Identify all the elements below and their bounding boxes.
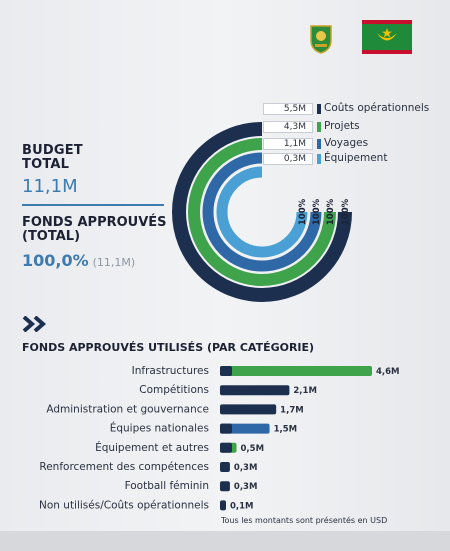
bar-category-label: Renforcement des compétences [39, 461, 209, 473]
bar-category-label: Équipement et autres [95, 441, 209, 454]
donut-ring-percent-label: 100% [298, 198, 308, 225]
bottom-strip [0, 531, 450, 551]
bar-category-label: Équipes nationales [110, 422, 209, 435]
legend-label: Voyages [324, 137, 369, 149]
bar-value-label: 2,1M [293, 386, 317, 396]
bar-category-label: Non utilisés/Coûts opérationnels [39, 499, 209, 511]
bar-value-label: 0,5M [241, 444, 265, 454]
legend-label: Équipement [324, 152, 388, 164]
legend-swatch [317, 139, 321, 149]
bar [220, 423, 270, 434]
mauritania-flag-icon [362, 20, 412, 54]
legend-value: 4,3M [263, 121, 313, 133]
bar [220, 500, 226, 511]
budget-total-title: BUDGET TOTAL [22, 143, 83, 172]
legend-value: 5,5M [263, 103, 313, 115]
budget-total-value: 11,1M [22, 176, 78, 197]
bar-category-label: Football féminin [125, 480, 209, 492]
bar [220, 481, 230, 492]
federation-crest-icon [310, 25, 332, 54]
donut-ring-1 [172, 122, 352, 302]
fonds-approuves-title: FONDS APPROUVÉS (TOTAL) [22, 215, 167, 244]
donut-ring-2 [188, 138, 336, 286]
fonds-approuves-value: 100,0% (11,1M) [22, 251, 136, 270]
bar-value-label: 1,7M [280, 405, 304, 415]
bar-value-label: 0,3M [234, 482, 258, 492]
bar-category-label: Administration et gouvernance [46, 403, 209, 415]
divider [22, 204, 164, 206]
bar-category-label: Infrastructures [132, 365, 209, 377]
bar-cap [220, 442, 232, 453]
legend-swatch [317, 122, 321, 132]
donut-ring-percent-label: 100% [341, 198, 351, 225]
bar [220, 366, 372, 376]
bar [220, 404, 277, 415]
bar-value-label: 0,1M [230, 501, 254, 511]
bar-category-label: Compétitions [139, 384, 209, 396]
bar-cap [220, 423, 232, 434]
budget-donut-chart: 100% 100% 100% 100% [172, 122, 352, 302]
legend-value: 0,3M [263, 153, 313, 165]
legend-swatch [317, 104, 321, 114]
bar-value-label: 0,3M [234, 463, 258, 473]
bar-value-label: 4,6M [376, 367, 400, 377]
donut-ring-percent-label: 100% [312, 198, 322, 225]
legend-swatch [317, 154, 321, 164]
legend-label: Projets [324, 120, 360, 132]
bar-chart-title: FONDS APPROUVÉS UTILISÉS (PAR CATÉGORIE) [22, 341, 315, 354]
donut-ring-4 [216, 166, 308, 258]
currency-note: Tous les montants sont présentés en USD [221, 516, 388, 525]
bar [220, 462, 230, 472]
bar-cap [220, 366, 232, 376]
donut-ring-percent-label: 100% [326, 198, 336, 225]
bar [220, 385, 290, 396]
bar-value-label: 1,5M [274, 425, 298, 435]
legend-label: Coûts opérationnels [324, 102, 430, 114]
legend-value: 1,1M [263, 138, 313, 150]
double-chevron-icon [22, 316, 47, 332]
donut-ring-3 [202, 152, 322, 272]
